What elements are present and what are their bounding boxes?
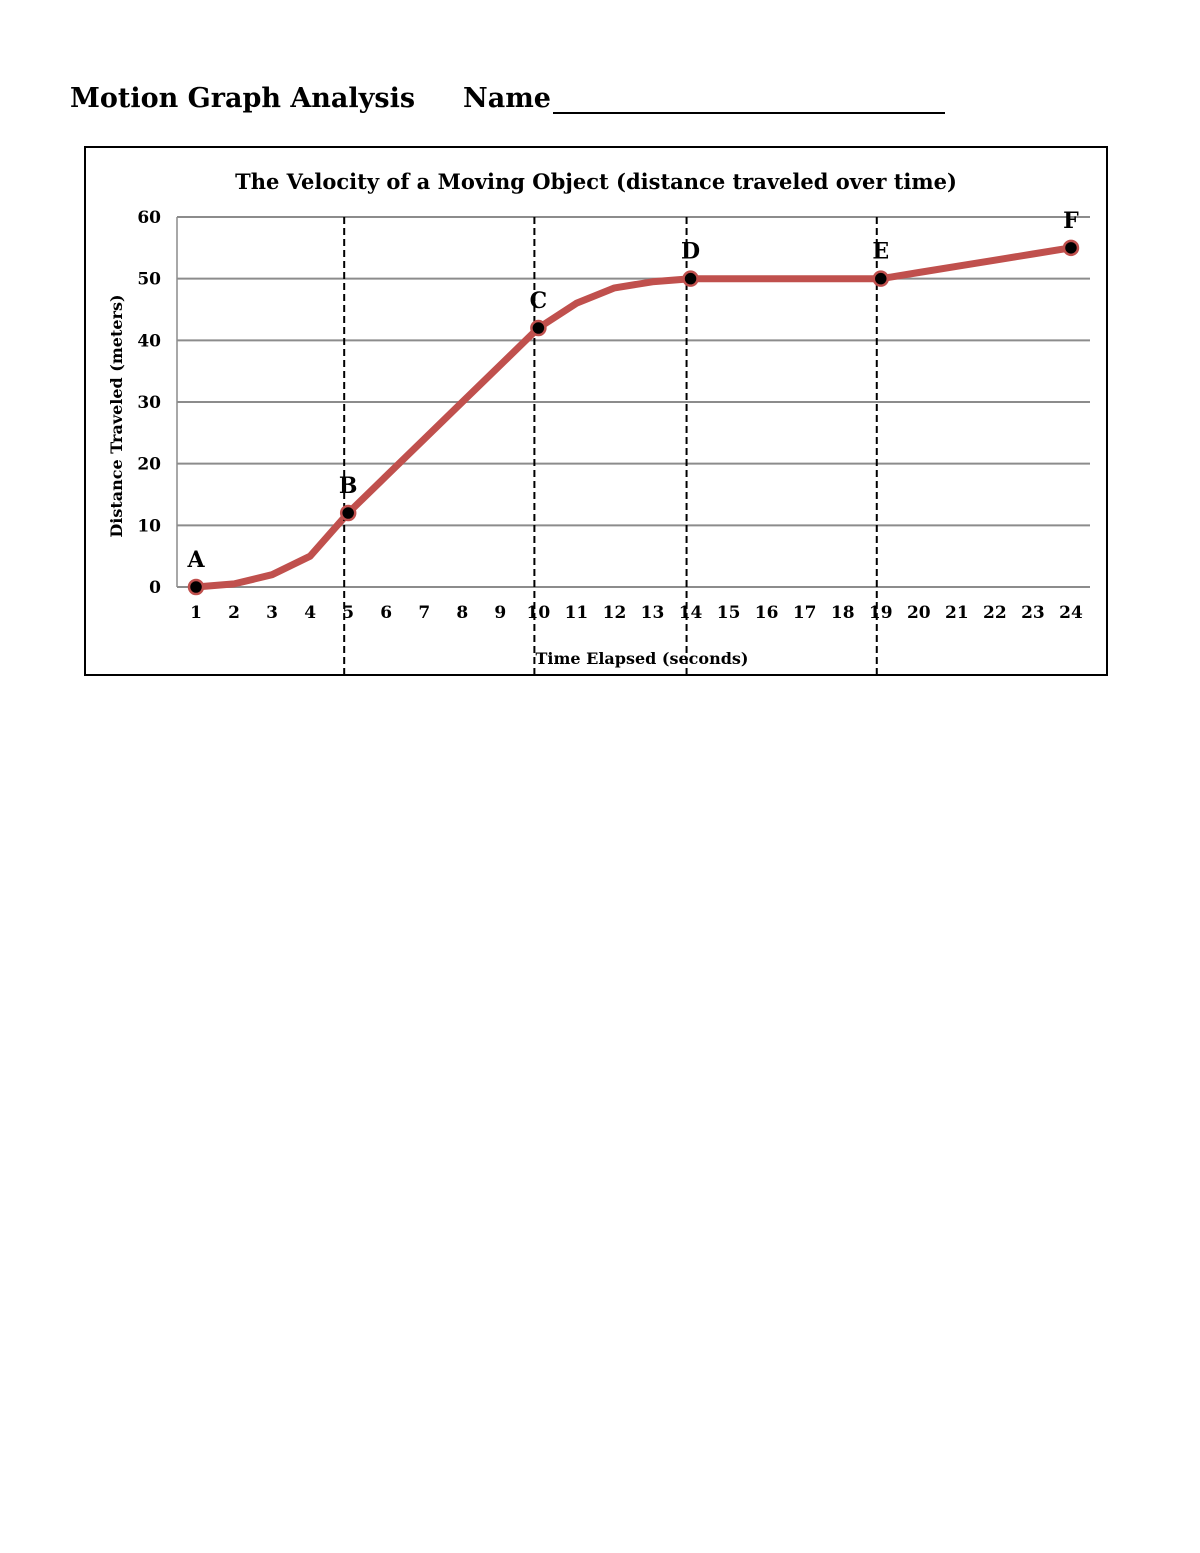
y-tick-label: 10 xyxy=(137,516,161,536)
data-point xyxy=(269,572,275,578)
point-marker-d xyxy=(682,270,699,287)
data-point xyxy=(383,473,389,479)
y-tick-label: 30 xyxy=(137,393,161,413)
x-tick-label: 23 xyxy=(1021,603,1045,623)
data-point xyxy=(497,362,503,368)
x-tick-label: 1 xyxy=(190,603,202,623)
chart-title: The Velocity of a Moving Object (distanc… xyxy=(235,169,957,194)
chart-frame: 0 10 20 30 40 50 60 1 2 3 4 5 6 7 8 9 10 11 12 13 14 15 16 17 18… xyxy=(84,146,1108,676)
data-point xyxy=(726,276,732,282)
x-tick-label: 18 xyxy=(831,603,855,623)
point-label-a: A xyxy=(186,547,205,573)
point-label-e: E xyxy=(872,239,889,265)
data-point xyxy=(650,279,656,285)
data-point xyxy=(573,300,579,306)
point-label-f: F xyxy=(1063,208,1079,234)
worksheet-header: Motion Graph Analysis Name xyxy=(70,70,945,114)
x-tick-label: 8 xyxy=(456,603,468,623)
x-tick-label: 15 xyxy=(717,603,741,623)
x-tick-label: 20 xyxy=(907,603,931,623)
y-tick-label: 20 xyxy=(137,455,161,475)
x-tick-label: 24 xyxy=(1059,603,1083,623)
x-axis-label: Time Elapsed (seconds) xyxy=(535,649,748,668)
x-tick-label: 7 xyxy=(418,603,430,623)
x-tick-label: 13 xyxy=(641,603,665,623)
point-marker-b xyxy=(339,504,357,522)
name-label: Name xyxy=(463,83,551,114)
y-tick-label: 0 xyxy=(149,578,161,598)
data-point xyxy=(992,257,998,263)
y-tick-label: 50 xyxy=(137,270,161,290)
point-marker-f xyxy=(1062,239,1080,257)
data-point xyxy=(764,276,770,282)
y-axis-label: Distance Traveled (meters) xyxy=(107,294,126,537)
x-tick-label: 2 xyxy=(228,603,240,623)
x-tick-label: 12 xyxy=(603,603,627,623)
y-tick-label: 60 xyxy=(137,208,161,228)
x-tick-label: 16 xyxy=(755,603,779,623)
x-tick-label: 14 xyxy=(679,603,703,623)
x-tick-label: 17 xyxy=(793,603,817,623)
point-marker-c xyxy=(530,319,547,337)
name-blank-line[interactable] xyxy=(552,88,945,114)
x-tick-label: 5 xyxy=(342,603,354,623)
x-tick-label: 22 xyxy=(983,603,1007,623)
data-point xyxy=(231,581,237,587)
point-label-b: B xyxy=(339,473,358,499)
point-marker-e xyxy=(872,270,890,287)
x-tick-label: 3 xyxy=(266,603,278,623)
worksheet-title: Motion Graph Analysis xyxy=(70,83,416,114)
data-point xyxy=(954,263,960,269)
data-point xyxy=(916,270,922,275)
data-point xyxy=(802,276,808,282)
x-tick-label: 21 xyxy=(945,603,969,623)
data-point xyxy=(1030,251,1036,257)
x-tick-label: 11 xyxy=(565,603,589,623)
data-point xyxy=(840,276,846,282)
x-tick-label: 19 xyxy=(869,603,893,623)
x-tick-label: 4 xyxy=(304,603,316,623)
y-tick-label: 40 xyxy=(137,331,161,351)
point-label-d: D xyxy=(681,239,700,265)
data-point xyxy=(421,436,427,442)
x-tick-label: 9 xyxy=(494,603,506,623)
series-line xyxy=(192,244,1075,591)
x-tick-label: 10 xyxy=(527,603,551,623)
data-point xyxy=(459,399,465,405)
data-point xyxy=(611,285,617,291)
point-label-c: C xyxy=(530,288,548,314)
x-tick-label: 6 xyxy=(380,603,392,623)
point-marker-a xyxy=(187,578,205,596)
data-point xyxy=(307,553,313,559)
